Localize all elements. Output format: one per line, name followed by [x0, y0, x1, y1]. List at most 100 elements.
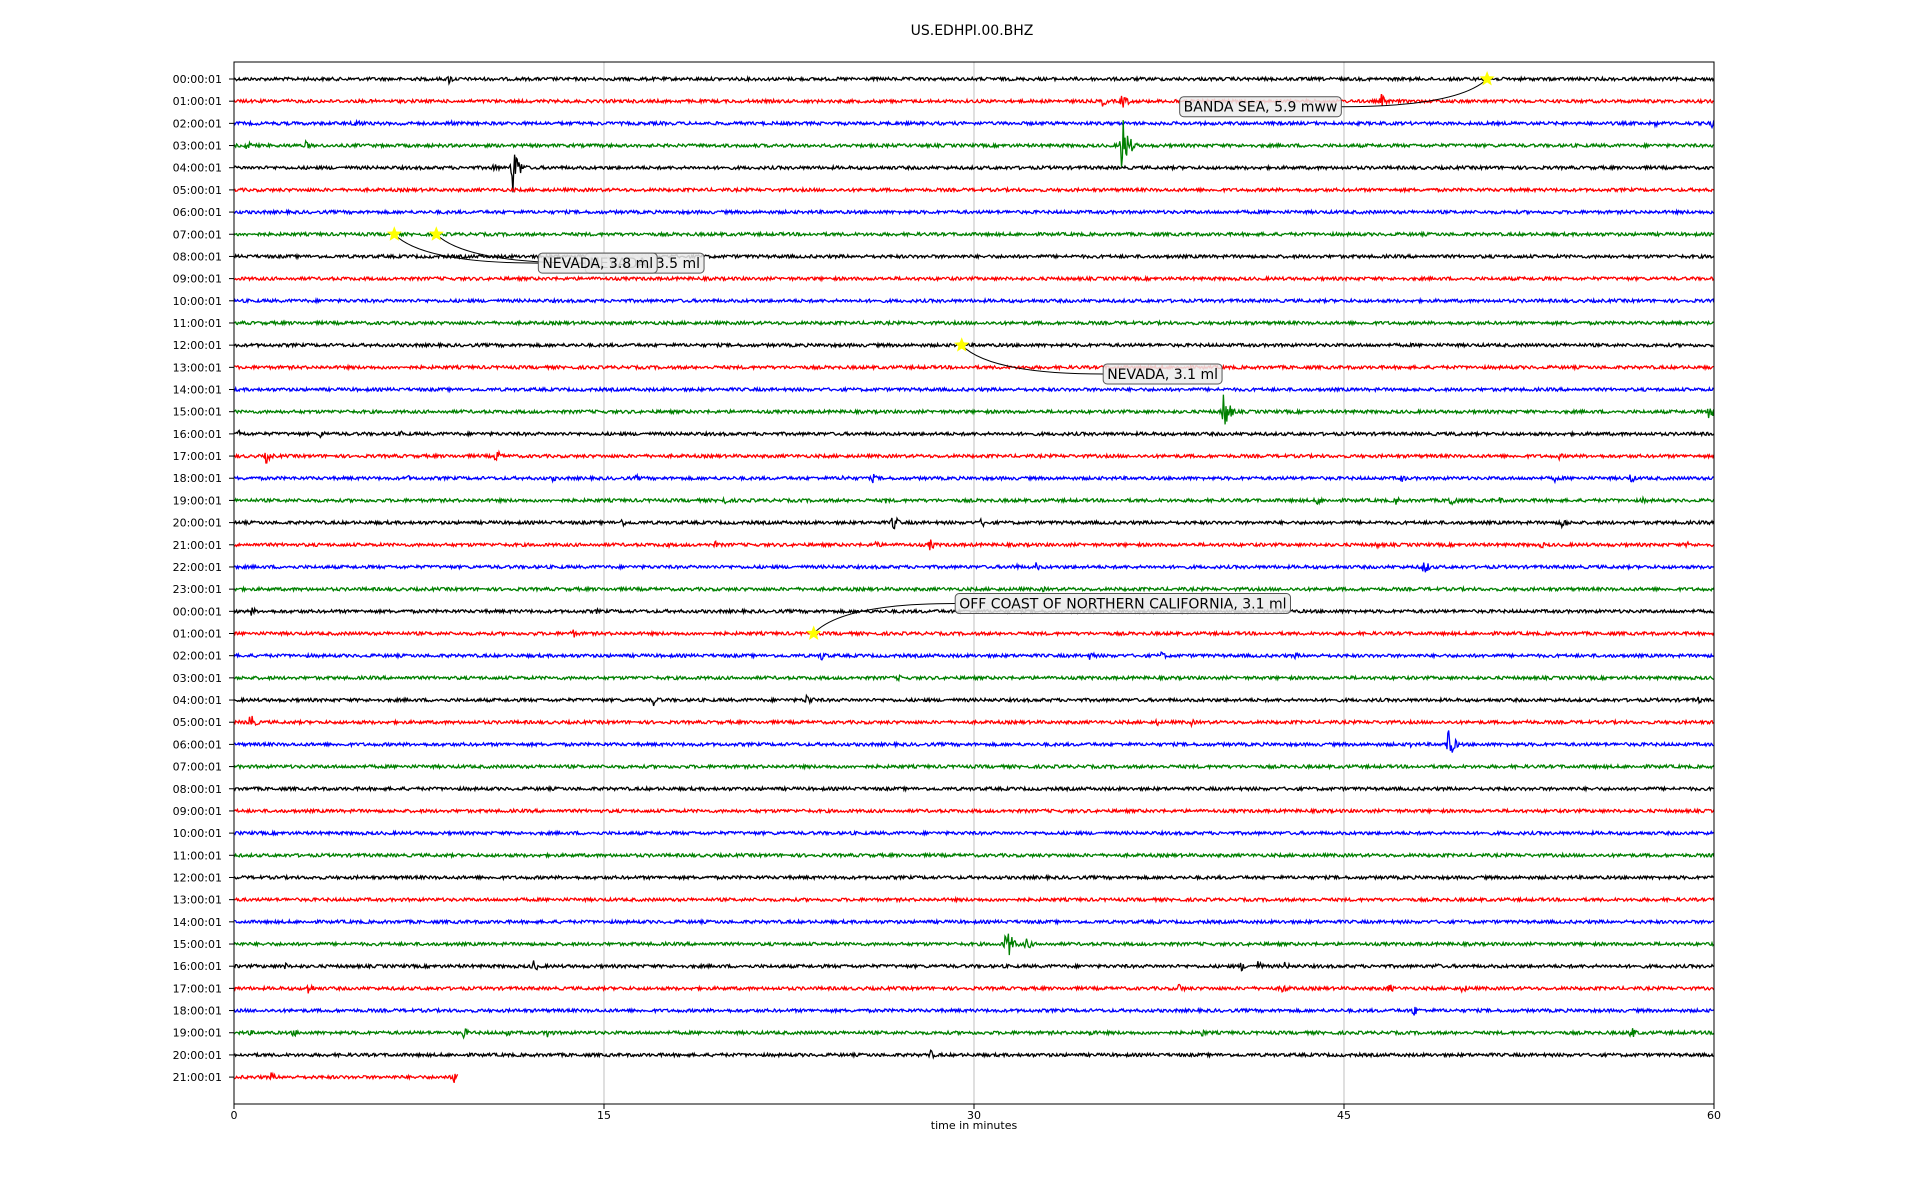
row-label: 19:00:01 — [173, 1027, 222, 1040]
trace-row-22 — [233, 562, 1715, 573]
trace-row-39 — [233, 933, 1715, 956]
event-connector — [393, 233, 539, 264]
trace-row-4 — [233, 154, 1715, 193]
row-label: 18:00:01 — [173, 472, 222, 485]
trace-row-12 — [233, 341, 1715, 350]
trace-row-11 — [233, 319, 1714, 327]
event-star-icon — [954, 337, 970, 352]
trace-row-41 — [233, 983, 1715, 994]
row-label: 17:00:01 — [173, 982, 222, 995]
trace-row-21 — [233, 539, 1715, 551]
row-label: 23:00:01 — [173, 583, 222, 596]
row-label: 22:00:01 — [173, 561, 222, 574]
event-annotation: BANDA SEA, 5.9 mww — [1179, 71, 1495, 118]
event-label-box — [1179, 96, 1342, 118]
row-label: 06:00:01 — [173, 206, 222, 219]
trace-row-18 — [233, 472, 1715, 485]
x-axis: 0 15 30 45 60 — [231, 1104, 1721, 1122]
trace-row-17 — [233, 449, 1715, 464]
row-label: 00:00:01 — [173, 605, 222, 618]
row-label: 07:00:01 — [173, 228, 222, 241]
grid-lines — [603, 62, 1345, 1104]
trace-row-19 — [233, 495, 1715, 506]
x-tick-label: 60 — [1707, 1109, 1721, 1122]
x-tick-label: 15 — [597, 1109, 611, 1122]
event-label: BANDA SEA, 5.9 mww — [1184, 100, 1338, 116]
trace-row-6 — [233, 208, 1715, 217]
event-annotation: NEVADA, 3.1 ml — [954, 337, 1223, 385]
row-label: 10:00:01 — [173, 827, 222, 840]
trace-row-45 — [233, 1071, 459, 1084]
trace-row-35 — [233, 851, 1715, 860]
row-label: 07:00:01 — [173, 761, 222, 774]
trace-row-0 — [233, 74, 1715, 86]
trace-row-7 — [233, 230, 1715, 239]
trace-row-3 — [233, 120, 1715, 167]
row-label: 04:00:01 — [173, 694, 222, 707]
trace-row-14 — [233, 385, 1715, 394]
event-star-icon — [1479, 71, 1495, 86]
row-label: 11:00:01 — [173, 317, 222, 330]
event-label: NEVADA, 3.1 ml — [1107, 367, 1218, 383]
row-label: 11:00:01 — [173, 849, 222, 862]
row-label: 17:00:01 — [173, 450, 222, 463]
row-label: 12:00:01 — [173, 871, 222, 884]
trace-row-5 — [233, 185, 1715, 194]
x-axis-label: time in minutes — [931, 1119, 1018, 1132]
row-label: 21:00:01 — [173, 1071, 222, 1084]
row-label: 05:00:01 — [173, 716, 222, 729]
x-tick-label: 45 — [1337, 1109, 1351, 1122]
trace-row-28 — [233, 693, 1715, 707]
event-label-box — [1102, 363, 1223, 385]
event-label: NEVADA, 3.8 ml — [542, 256, 653, 272]
event-connector — [961, 344, 1104, 375]
row-label: 21:00:01 — [173, 539, 222, 552]
row-label: 09:00:01 — [173, 805, 222, 818]
event-star-icon — [386, 226, 402, 241]
row-label: 15:00:01 — [173, 938, 222, 951]
trace-row-44 — [233, 1049, 1714, 1060]
event-label-box — [537, 252, 658, 274]
row-label: 19:00:01 — [173, 494, 222, 507]
row-label: 14:00:01 — [173, 916, 222, 929]
event-connector — [813, 603, 956, 634]
row-label: 09:00:01 — [173, 273, 222, 286]
event-star-icon — [428, 226, 444, 241]
row-label: 02:00:01 — [173, 117, 222, 130]
trace-row-15 — [233, 394, 1715, 425]
trace-row-34 — [233, 829, 1715, 837]
row-label: 03:00:01 — [173, 140, 222, 153]
row-label: 08:00:01 — [173, 250, 222, 263]
row-label: 14:00:01 — [173, 384, 222, 397]
trace-row-1 — [233, 94, 1715, 108]
trace-row-27 — [233, 674, 1715, 683]
row-label: 06:00:01 — [173, 738, 222, 751]
row-label: 00:00:01 — [173, 73, 222, 86]
event-annotation: OFF COAST OF NORTHERN CALIFORNIA, 3.1 ml — [806, 593, 1291, 640]
chart-title: US.EDHPI.00.BHZ — [911, 23, 1034, 39]
trace-row-40 — [233, 960, 1715, 972]
trace-row-43 — [233, 1028, 1715, 1040]
row-label: 03:00:01 — [173, 672, 222, 685]
row-label: 02:00:01 — [173, 650, 222, 663]
trace-row-25 — [233, 629, 1715, 638]
trace-row-38 — [233, 917, 1715, 926]
event-label-box — [954, 593, 1291, 615]
x-tick-label: 30 — [967, 1109, 981, 1122]
trace-row-23 — [233, 585, 1715, 593]
row-label: 13:00:01 — [173, 361, 222, 374]
trace-row-33 — [233, 807, 1715, 815]
trace-row-42 — [233, 1006, 1715, 1016]
row-label: 01:00:01 — [173, 95, 222, 108]
row-labels: 00:00:01 01:00:01 02:00:01 03:00:01 04:00:01… — [173, 73, 234, 1084]
row-label: 16:00:01 — [173, 960, 222, 973]
row-label: 05:00:01 — [173, 184, 222, 197]
row-label: 15:00:01 — [173, 406, 222, 419]
trace-row-9 — [233, 274, 1715, 283]
row-label: 10:00:01 — [173, 295, 222, 308]
trace-row-8 — [233, 252, 1715, 261]
row-label: 20:00:01 — [173, 517, 222, 530]
row-label: 16:00:01 — [173, 428, 222, 441]
row-label: 01:00:01 — [173, 628, 222, 641]
